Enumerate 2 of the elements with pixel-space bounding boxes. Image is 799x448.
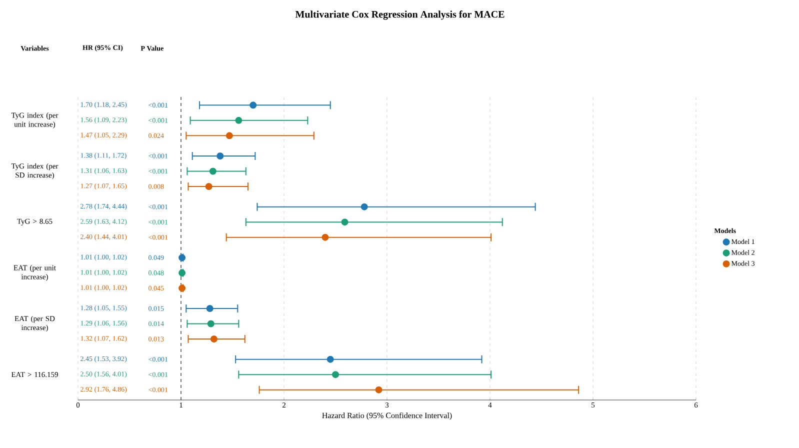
x-axis-title: Hazard Ratio (95% Confidence Interval): [322, 412, 452, 420]
chart-title: Multivariate Cox Regression Analysis for MACE: [295, 10, 504, 20]
